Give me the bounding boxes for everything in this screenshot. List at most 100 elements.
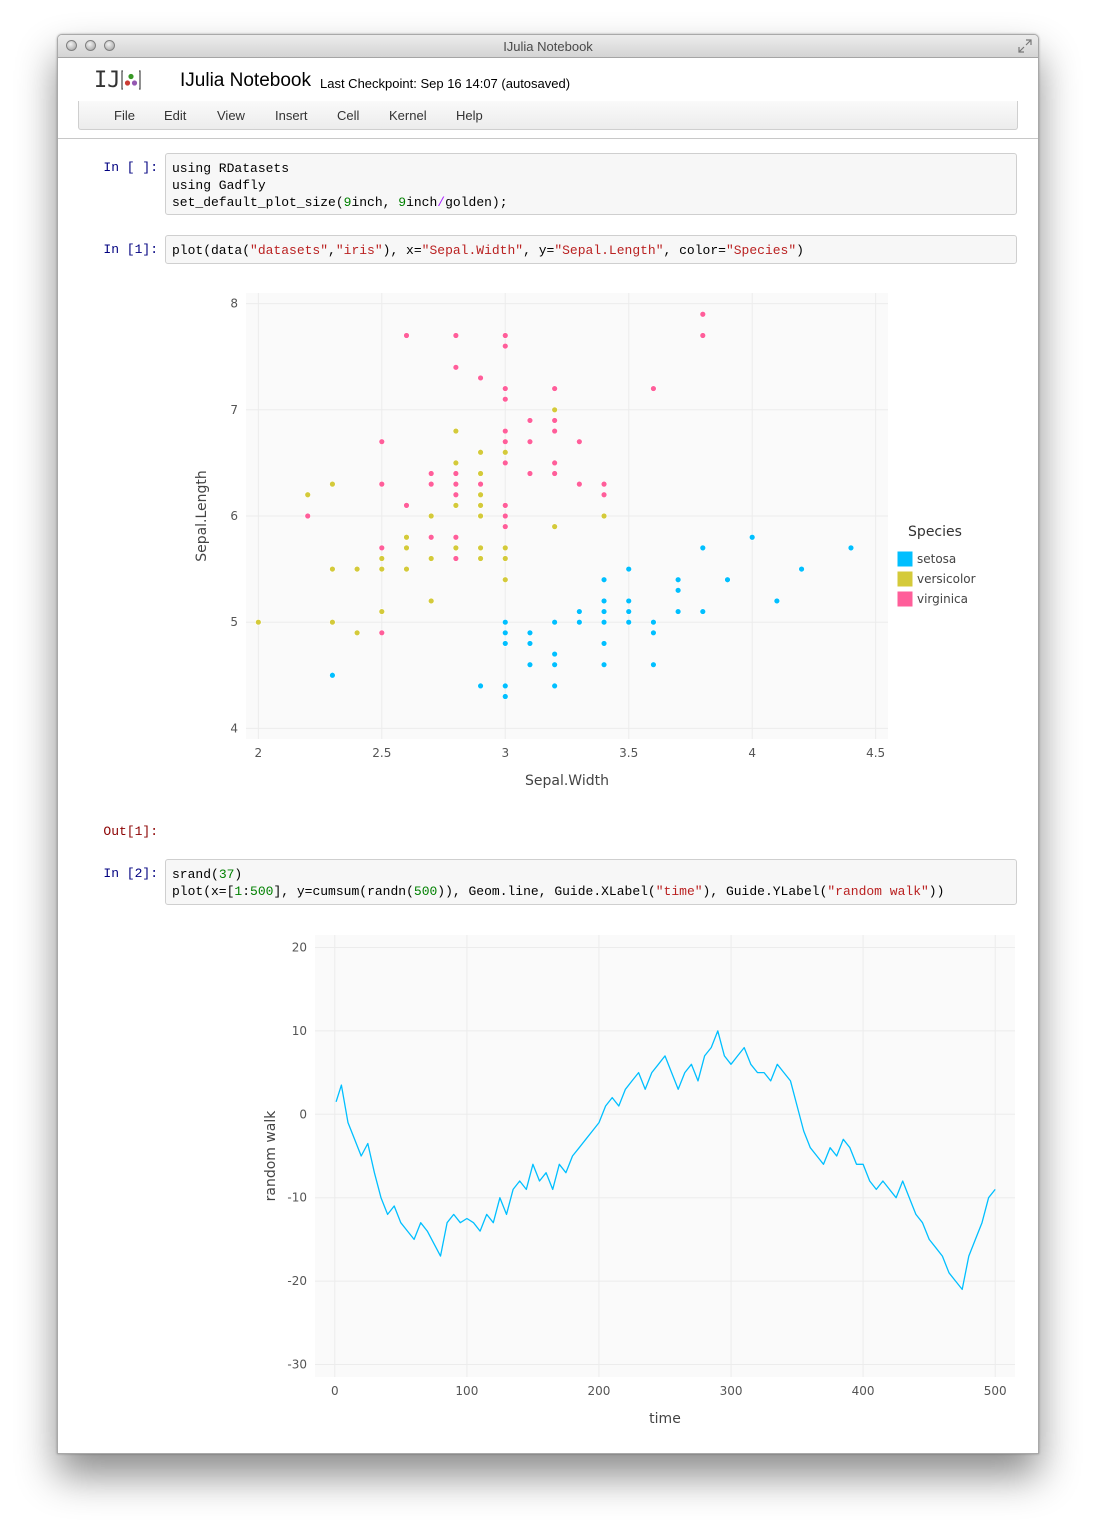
scatter-point-virginica — [699, 311, 707, 318]
minimize-window-button[interactable] — [85, 40, 96, 51]
scatter-point-setosa — [699, 544, 707, 552]
scatter-point-versicolor — [600, 512, 608, 520]
x-tick-label: 2 — [255, 746, 263, 760]
scatter-point-versicolor — [452, 544, 460, 552]
close-window-button[interactable] — [66, 40, 77, 51]
code-line: using Gadfly — [172, 177, 1010, 194]
code-token: ) — [234, 867, 243, 882]
scatter-point-virginica — [576, 480, 583, 488]
x-tick-label: 0 — [331, 1384, 339, 1398]
code-token: using RDatasets — [172, 161, 290, 176]
scatter-point-virginica — [551, 427, 558, 435]
scatter-point-versicolor — [255, 618, 262, 626]
x-tick-label: 300 — [720, 1384, 743, 1398]
notebook-name[interactable]: IJulia Notebook — [180, 70, 311, 91]
scatter-point-setosa — [600, 661, 608, 668]
scatter-point-virginica — [452, 364, 460, 371]
scatter-point-versicolor — [502, 544, 509, 552]
scatter-point-versicolor — [502, 576, 509, 583]
scatter-point-setosa — [847, 544, 855, 552]
scatter-point-setosa — [576, 608, 583, 615]
y-tick-label: 6 — [230, 509, 238, 523]
code-token: "Sepal.Length" — [554, 243, 664, 258]
window-title: IJulia Notebook — [503, 39, 593, 54]
scatter-point-virginica — [526, 417, 534, 424]
scatter-point-setosa — [674, 587, 682, 594]
scatter-point-virginica — [427, 480, 435, 488]
scatter-point-virginica — [477, 374, 484, 382]
code-token: plot(x=[ — [172, 884, 235, 899]
menu-help[interactable]: Help — [456, 108, 483, 123]
scatter-point-versicolor — [427, 597, 435, 605]
scatter-point-setosa — [600, 576, 608, 583]
menu-file[interactable]: File — [114, 108, 135, 123]
code-token: srand( — [172, 867, 219, 882]
x-tick-label: 200 — [588, 1384, 611, 1398]
scatter-point-setosa — [674, 608, 682, 615]
output-prompt: Out[1]: — [103, 824, 158, 839]
scatter-point-versicolor — [477, 555, 484, 562]
scatter-point-virginica — [378, 438, 386, 445]
legend-entry-virginica: virginica — [917, 592, 968, 606]
scatter-point-virginica — [403, 332, 410, 339]
fullscreen-icon[interactable] — [1018, 39, 1032, 53]
scatter-point-virginica — [427, 470, 435, 477]
code-line: srand(37) — [172, 866, 1010, 883]
scatter-point-virginica — [551, 459, 558, 467]
menu-bar: File Edit View Insert Cell Kernel Help — [78, 101, 1018, 130]
x-tick-label: 3 — [501, 746, 509, 760]
scatter-point-virginica — [452, 480, 460, 488]
scatter-point-virginica — [477, 480, 484, 488]
x-tick-label: 3.5 — [619, 746, 638, 760]
scatter-point-setosa — [650, 661, 657, 668]
code-token: : — [242, 884, 251, 899]
code-cell-imports[interactable]: using RDatasets using Gadfly set_default_p… — [165, 153, 1017, 215]
scatter-point-setosa — [625, 608, 632, 615]
code-token: ), Guide.YLabel( — [702, 884, 828, 899]
scatter-point-setosa — [502, 682, 509, 690]
code-line: plot(x=[1:500], y=cumsum(randn(500)), Ge… — [172, 883, 1010, 900]
menu-kernel[interactable]: Kernel — [389, 108, 427, 123]
scatter-point-setosa — [773, 597, 781, 605]
scatter-point-versicolor — [452, 459, 460, 467]
random-walk-line-chart: 0 100 200 300 400 500 -30 -20 -10 0 10 20 time random… — [263, 935, 1015, 1427]
scatter-point-setosa — [625, 565, 632, 573]
code-token: golden); — [445, 195, 508, 210]
code-token: "time" — [655, 884, 703, 899]
scatter-point-setosa — [748, 534, 756, 541]
ijulia-logo: IJ — [94, 68, 144, 93]
code-line: set_default_plot_size(9inch, 9inch/golde… — [172, 194, 1010, 211]
x-tick-label: 100 — [455, 1384, 478, 1398]
notebook-header: IJ IJulia Notebook Last Checkpoint: Sep … — [58, 58, 1038, 100]
y-tick-label: 5 — [230, 615, 238, 629]
scatter-point-versicolor — [353, 629, 361, 637]
scatter-point-virginica — [600, 480, 608, 488]
code-token: using Gadfly — [172, 178, 266, 193]
x-axis-label: Sepal.Width — [525, 773, 609, 789]
scatter-point-setosa — [526, 629, 534, 637]
y-tick-label: 7 — [230, 403, 238, 417]
scatter-point-virginica — [452, 555, 460, 562]
menu-view[interactable]: View — [217, 108, 245, 123]
code-cell-random-walk[interactable]: srand(37) plot(x=[1:500], y=cumsum(randn(… — [165, 859, 1017, 905]
menu-insert[interactable]: Insert — [275, 108, 308, 123]
zoom-window-button[interactable] — [104, 40, 115, 51]
code-token: 9 — [398, 195, 407, 210]
x-tick-label: 400 — [852, 1384, 875, 1398]
y-tick-label: 8 — [230, 297, 238, 311]
menu-cell[interactable]: Cell — [337, 108, 360, 123]
scatter-point-setosa — [502, 618, 509, 626]
code-line: plot(data("datasets","iris"), x="Sepal.W… — [172, 242, 1010, 259]
scatter-point-virginica — [452, 491, 460, 498]
scatter-point-virginica — [378, 480, 386, 488]
code-token: "Species" — [725, 243, 797, 258]
x-tick-label: 500 — [984, 1384, 1007, 1398]
scatter-point-setosa — [600, 618, 608, 626]
code-cell-iris-plot[interactable]: plot(data("datasets","iris"), x="Sepal.W… — [165, 235, 1017, 264]
x-tick-label: 2.5 — [372, 746, 391, 760]
input-prompt: In [1]: — [103, 242, 158, 257]
scatter-point-virginica — [304, 512, 311, 520]
scatter-point-setosa — [502, 693, 509, 700]
menu-edit[interactable]: Edit — [164, 108, 187, 123]
code-token: "datasets" — [250, 243, 329, 258]
